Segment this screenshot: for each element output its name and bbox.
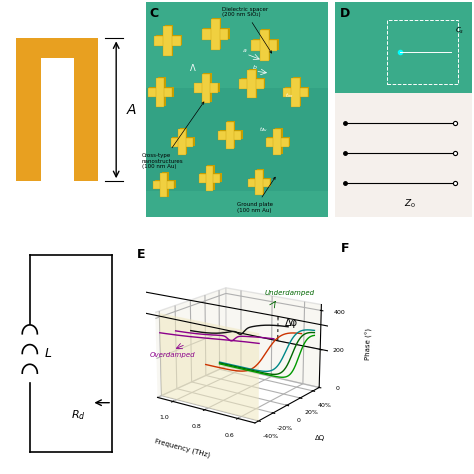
Polygon shape: [251, 40, 277, 51]
Bar: [335, 2, 472, 92]
Polygon shape: [220, 130, 243, 139]
Polygon shape: [155, 180, 176, 188]
Text: F: F: [341, 242, 350, 255]
Text: E: E: [137, 248, 145, 261]
Polygon shape: [155, 36, 181, 46]
Text: $L$: $L$: [44, 347, 52, 360]
Polygon shape: [164, 25, 173, 55]
Polygon shape: [73, 38, 99, 181]
Polygon shape: [218, 131, 241, 140]
Polygon shape: [292, 78, 300, 107]
Polygon shape: [257, 170, 264, 194]
Polygon shape: [285, 87, 309, 97]
Polygon shape: [16, 38, 99, 58]
Polygon shape: [160, 173, 167, 198]
Text: $t_{ox}$: $t_{ox}$: [284, 91, 293, 100]
Polygon shape: [212, 18, 221, 49]
Polygon shape: [273, 129, 281, 155]
Polygon shape: [148, 88, 173, 98]
Polygon shape: [266, 137, 289, 146]
Polygon shape: [226, 122, 234, 149]
X-axis label: Frequency (THz): Frequency (THz): [154, 438, 210, 458]
Bar: [335, 92, 472, 217]
Text: $C_s$: $C_s$: [455, 26, 465, 36]
Polygon shape: [239, 79, 264, 89]
Polygon shape: [283, 88, 308, 98]
Polygon shape: [156, 78, 164, 107]
Polygon shape: [163, 26, 172, 56]
Polygon shape: [260, 30, 269, 61]
Text: Ground plate
(100 nm Au): Ground plate (100 nm Au): [237, 177, 275, 213]
Text: Cross-type
nanostructures
(100 nm Au): Cross-type nanostructures (100 nm Au): [142, 102, 204, 169]
Polygon shape: [146, 88, 328, 191]
Text: $a$: $a$: [243, 47, 248, 54]
Polygon shape: [267, 137, 290, 146]
Polygon shape: [250, 178, 271, 186]
Polygon shape: [210, 19, 219, 50]
Polygon shape: [247, 70, 256, 99]
Polygon shape: [171, 137, 193, 146]
Text: $R_d$: $R_d$: [71, 409, 86, 422]
Text: D: D: [340, 7, 350, 19]
Text: C: C: [149, 7, 158, 19]
Text: $Z_0$: $Z_0$: [404, 198, 416, 210]
Polygon shape: [162, 172, 169, 197]
Polygon shape: [208, 165, 215, 190]
Polygon shape: [156, 35, 182, 46]
Polygon shape: [255, 170, 263, 195]
Text: Overdamped: Overdamped: [149, 352, 195, 358]
Polygon shape: [195, 82, 219, 92]
Polygon shape: [249, 69, 257, 98]
Polygon shape: [16, 38, 41, 181]
Polygon shape: [180, 128, 188, 155]
Polygon shape: [199, 174, 220, 183]
Polygon shape: [227, 121, 235, 148]
Text: $\Lambda$: $\Lambda$: [190, 62, 197, 73]
Polygon shape: [293, 77, 301, 106]
Text: Dielectric spacer
(200 nm SiO₂): Dielectric spacer (200 nm SiO₂): [222, 7, 272, 53]
Polygon shape: [275, 128, 283, 155]
Text: $b$: $b$: [252, 63, 257, 71]
Bar: [387, 19, 458, 84]
Polygon shape: [241, 78, 265, 88]
Polygon shape: [178, 129, 186, 155]
Polygon shape: [202, 29, 228, 40]
Polygon shape: [157, 77, 166, 106]
Polygon shape: [153, 181, 174, 189]
Polygon shape: [206, 166, 213, 191]
Text: $A$: $A$: [126, 103, 137, 117]
Polygon shape: [202, 74, 210, 103]
Polygon shape: [203, 73, 211, 102]
Text: $t_{Au}$: $t_{Au}$: [259, 125, 268, 134]
Polygon shape: [262, 29, 270, 60]
Text: Underdamped: Underdamped: [264, 290, 315, 296]
Polygon shape: [248, 179, 270, 187]
Polygon shape: [201, 173, 222, 182]
Polygon shape: [194, 83, 218, 93]
Y-axis label: ΔQ: ΔQ: [315, 435, 325, 441]
Polygon shape: [172, 137, 195, 146]
Polygon shape: [203, 28, 230, 39]
Polygon shape: [149, 87, 174, 97]
Polygon shape: [253, 39, 279, 50]
